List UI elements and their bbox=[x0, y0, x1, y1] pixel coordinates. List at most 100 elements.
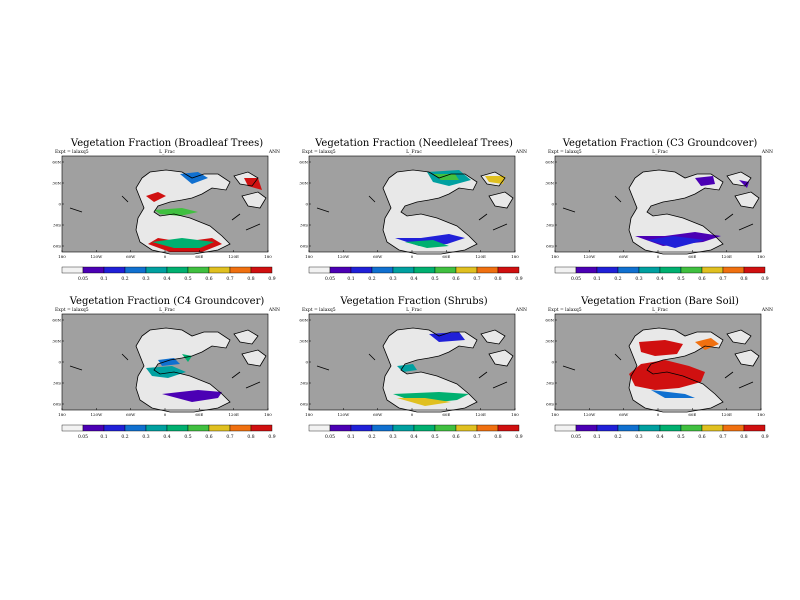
colorbar: 0.05 0.1 0.2 0.3 0.4 0.5 0.6 0.7 0.8 0.9 bbox=[61, 424, 276, 440]
colorbar-swatch bbox=[638, 424, 661, 432]
colorbar-label: 0.1 bbox=[593, 434, 600, 440]
colorbar-swatch bbox=[722, 424, 745, 432]
coastline bbox=[135, 327, 231, 413]
colorbar-swatch bbox=[392, 424, 415, 432]
coastline bbox=[69, 207, 83, 213]
colorbar-label: 0.05 bbox=[78, 434, 88, 440]
colorbar-swatch bbox=[371, 266, 394, 274]
landmass bbox=[489, 192, 513, 208]
lon-tick-label: 120W bbox=[90, 412, 103, 417]
coastline bbox=[316, 365, 330, 371]
landmass bbox=[481, 330, 505, 344]
colorbar-swatch bbox=[554, 266, 577, 274]
colorbar-label: 0.9 bbox=[268, 276, 275, 282]
lat-tick-label: 30S bbox=[53, 223, 61, 228]
colorbar-label: 0.5 bbox=[677, 276, 684, 282]
colorbar-label: 0.2 bbox=[614, 276, 621, 282]
colorbar-swatch bbox=[145, 266, 168, 274]
colorbar-swatch bbox=[659, 424, 682, 432]
colorbar-label: 0.05 bbox=[325, 276, 335, 282]
colorbar-label: 0.3 bbox=[635, 276, 642, 282]
colorbar-swatch bbox=[308, 424, 331, 432]
map-panel-shrubs: Vegetation Fraction (Shrubs) Expt = lala… bbox=[299, 296, 529, 446]
panel-title: Vegetation Fraction (C4 Groundcover) bbox=[69, 296, 265, 307]
map-panel-needleleaf-trees: Vegetation Fraction (Needleleaf Trees) E… bbox=[299, 138, 529, 288]
colorbar-swatch bbox=[455, 424, 478, 432]
lon-tick-label: 120E bbox=[721, 412, 732, 417]
lon-tick-label: 60E bbox=[442, 412, 450, 417]
lon-tick-label: 0 bbox=[411, 254, 414, 259]
panel-season-label: ANN bbox=[268, 308, 280, 313]
lon-tick-label: 0 bbox=[657, 412, 660, 417]
colorbar: 0.05 0.1 0.2 0.3 0.4 0.5 0.6 0.7 0.8 0.9 bbox=[61, 266, 276, 282]
coastline bbox=[245, 223, 261, 231]
colorbar-label: 0.5 bbox=[431, 434, 438, 440]
landmass bbox=[727, 330, 751, 344]
lon-tick-label: 120W bbox=[337, 412, 350, 417]
colorbar-label: 0.7 bbox=[226, 276, 233, 282]
lat-tick-label: 30S bbox=[546, 381, 554, 386]
coastline bbox=[734, 349, 760, 367]
coastline bbox=[121, 353, 129, 361]
vegetation-fraction-contour bbox=[739, 180, 749, 188]
colorbar-swatch bbox=[596, 424, 619, 432]
coastline bbox=[480, 329, 506, 345]
lat-tick-label: 30N bbox=[545, 181, 554, 186]
panel-case-label: Expt = lalaxq5 bbox=[302, 150, 336, 155]
lat-tick-label: 0 bbox=[305, 202, 308, 207]
map-plot: 180 120W 60W 0 60E 120E 180 60N 30N 0 30S 60S bbox=[299, 313, 519, 417]
colorbar-swatch bbox=[701, 266, 724, 274]
lon-tick-label: 180 bbox=[58, 254, 66, 259]
colorbar-label: 0.6 bbox=[452, 276, 459, 282]
map-plot: 180 120W 60W 0 60E 120E 180 60N 30N 0 30S 60S bbox=[545, 155, 765, 259]
colorbar-swatch bbox=[434, 424, 457, 432]
colorbar-label: 0.4 bbox=[656, 276, 663, 282]
lon-tick-label: 60W bbox=[373, 254, 383, 259]
lon-tick-label: 180 bbox=[264, 412, 272, 417]
panel-title: Vegetation Fraction (C3 Groundcover) bbox=[562, 138, 758, 149]
coastline bbox=[628, 327, 724, 413]
panel-title: Vegetation Fraction (Bare Soil) bbox=[581, 296, 739, 307]
panel-title: Vegetation Fraction (Needleleaf Trees) bbox=[315, 138, 513, 149]
colorbar-label: 0.9 bbox=[268, 434, 275, 440]
colorbar-label: 0.2 bbox=[368, 276, 375, 282]
lat-tick-label: 0 bbox=[551, 360, 554, 365]
colorbar-label: 0.9 bbox=[761, 276, 768, 282]
colorbar-swatch bbox=[392, 266, 415, 274]
panel-season-label: ANN bbox=[761, 150, 773, 155]
colorbar-label: 0.6 bbox=[698, 276, 705, 282]
colorbar-label: 0.4 bbox=[410, 434, 417, 440]
colorbar-label: 0.7 bbox=[719, 434, 726, 440]
vegetation-fraction-contour bbox=[433, 174, 459, 180]
coastline bbox=[726, 171, 752, 187]
panel-variable-label: L_Frac bbox=[652, 308, 668, 313]
coastline bbox=[492, 223, 508, 231]
landmass bbox=[489, 350, 513, 366]
lat-tick-label: 60N bbox=[299, 160, 308, 165]
colorbar-swatch bbox=[329, 424, 352, 432]
colorbar-label: 0.1 bbox=[100, 276, 107, 282]
lon-tick-label: 180 bbox=[757, 412, 765, 417]
coastline bbox=[233, 329, 259, 345]
map-panel-broadleaf-trees: Vegetation Fraction (Broadleaf Trees) Ex… bbox=[52, 138, 282, 288]
lon-tick-label: 60E bbox=[688, 254, 696, 259]
vegetation-fraction-contour bbox=[152, 238, 214, 248]
lon-tick-label: 120E bbox=[475, 254, 486, 259]
colorbar-swatch bbox=[638, 266, 661, 274]
colorbar-swatch bbox=[124, 266, 147, 274]
lat-tick-label: 0 bbox=[305, 360, 308, 365]
colorbar-label: 0.7 bbox=[719, 276, 726, 282]
colorbar-swatch bbox=[229, 424, 252, 432]
coastline bbox=[121, 195, 129, 203]
colorbar-label: 0.5 bbox=[184, 276, 191, 282]
coastline bbox=[488, 191, 514, 209]
lat-tick-label: 60N bbox=[545, 160, 554, 165]
colorbar-label: 0.2 bbox=[368, 434, 375, 440]
lat-tick-label: 60S bbox=[53, 402, 61, 407]
colorbar-label: 0.8 bbox=[494, 276, 501, 282]
coastline bbox=[480, 171, 506, 187]
lat-tick-label: 60S bbox=[546, 244, 554, 249]
vegetation-fraction-contour bbox=[393, 392, 469, 404]
colorbar-label: 0.8 bbox=[494, 434, 501, 440]
map-panel-c4-groundcover: Vegetation Fraction (C4 Groundcover) Exp… bbox=[52, 296, 282, 446]
